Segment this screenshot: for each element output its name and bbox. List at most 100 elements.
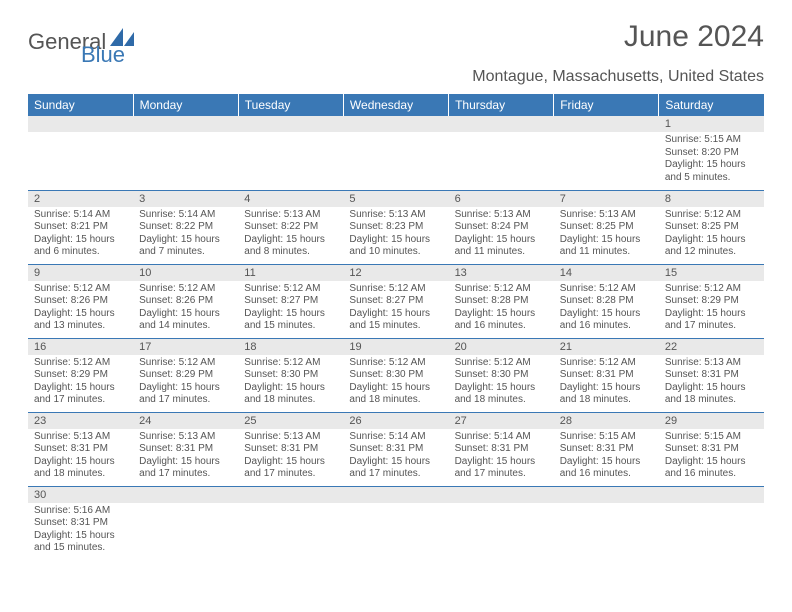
sunrise-text: Sunrise: 5:14 AM — [139, 209, 232, 222]
calendar-day-cell: 27Sunrise: 5:14 AMSunset: 8:31 PMDayligh… — [449, 412, 554, 486]
sunrise-text: Sunrise: 5:13 AM — [560, 209, 653, 222]
daylight-text: Daylight: 15 hours and 17 minutes. — [455, 456, 548, 481]
sunset-text: Sunset: 8:29 PM — [665, 295, 758, 308]
day-number: 8 — [659, 191, 764, 207]
calendar-day-cell — [238, 116, 343, 190]
calendar-day-cell: 23Sunrise: 5:13 AMSunset: 8:31 PMDayligh… — [28, 412, 133, 486]
calendar-day-cell: 2Sunrise: 5:14 AMSunset: 8:21 PMDaylight… — [28, 190, 133, 264]
sunrise-text: Sunrise: 5:12 AM — [244, 283, 337, 296]
daylight-text: Daylight: 15 hours and 18 minutes. — [455, 382, 548, 407]
day-number: 4 — [238, 191, 343, 207]
calendar-day-cell: 6Sunrise: 5:13 AMSunset: 8:24 PMDaylight… — [449, 190, 554, 264]
calendar-day-cell: 7Sunrise: 5:13 AMSunset: 8:25 PMDaylight… — [554, 190, 659, 264]
daylight-text: Daylight: 15 hours and 15 minutes. — [34, 530, 127, 555]
daylight-text: Daylight: 15 hours and 12 minutes. — [665, 234, 758, 259]
day-content: Sunrise: 5:13 AMSunset: 8:31 PMDaylight:… — [238, 429, 343, 485]
calendar-day-cell — [343, 486, 448, 560]
day-content: Sunrise: 5:12 AMSunset: 8:27 PMDaylight:… — [238, 281, 343, 337]
daylight-text: Daylight: 15 hours and 10 minutes. — [349, 234, 442, 259]
day-content: Sunrise: 5:15 AMSunset: 8:31 PMDaylight:… — [554, 429, 659, 485]
day-content: Sunrise: 5:13 AMSunset: 8:24 PMDaylight:… — [449, 207, 554, 263]
calendar-week-row: 9Sunrise: 5:12 AMSunset: 8:26 PMDaylight… — [28, 264, 764, 338]
calendar-day-cell: 18Sunrise: 5:12 AMSunset: 8:30 PMDayligh… — [238, 338, 343, 412]
daylight-text: Daylight: 15 hours and 17 minutes. — [665, 308, 758, 333]
day-number: 12 — [343, 265, 448, 281]
day-content: Sunrise: 5:14 AMSunset: 8:21 PMDaylight:… — [28, 207, 133, 263]
day-number: 13 — [449, 265, 554, 281]
sunrise-text: Sunrise: 5:14 AM — [455, 431, 548, 444]
daylight-text: Daylight: 15 hours and 18 minutes. — [560, 382, 653, 407]
weekday-header: Thursday — [449, 94, 554, 116]
sunset-text: Sunset: 8:26 PM — [34, 295, 127, 308]
day-number-empty — [449, 487, 554, 503]
sunrise-text: Sunrise: 5:12 AM — [34, 283, 127, 296]
day-content: Sunrise: 5:12 AMSunset: 8:29 PMDaylight:… — [133, 355, 238, 411]
day-number-empty — [554, 116, 659, 132]
sunrise-text: Sunrise: 5:12 AM — [665, 283, 758, 296]
day-content: Sunrise: 5:12 AMSunset: 8:30 PMDaylight:… — [238, 355, 343, 411]
calendar-week-row: 2Sunrise: 5:14 AMSunset: 8:21 PMDaylight… — [28, 190, 764, 264]
daylight-text: Daylight: 15 hours and 13 minutes. — [34, 308, 127, 333]
calendar-week-row: 1Sunrise: 5:15 AMSunset: 8:20 PMDaylight… — [28, 116, 764, 190]
daylight-text: Daylight: 15 hours and 7 minutes. — [139, 234, 232, 259]
sunrise-text: Sunrise: 5:12 AM — [349, 357, 442, 370]
day-content: Sunrise: 5:12 AMSunset: 8:31 PMDaylight:… — [554, 355, 659, 411]
calendar-day-cell — [238, 486, 343, 560]
day-content: Sunrise: 5:13 AMSunset: 8:22 PMDaylight:… — [238, 207, 343, 263]
sunrise-text: Sunrise: 5:12 AM — [34, 357, 127, 370]
page-title: June 2024 — [624, 20, 764, 54]
sunrise-text: Sunrise: 5:12 AM — [349, 283, 442, 296]
sunset-text: Sunset: 8:20 PM — [665, 147, 758, 160]
sunrise-text: Sunrise: 5:12 AM — [455, 357, 548, 370]
logo-text-blue: Blue — [81, 42, 125, 68]
daylight-text: Daylight: 15 hours and 8 minutes. — [244, 234, 337, 259]
daylight-text: Daylight: 15 hours and 17 minutes. — [139, 382, 232, 407]
sunset-text: Sunset: 8:31 PM — [34, 517, 127, 530]
sunset-text: Sunset: 8:25 PM — [560, 221, 653, 234]
daylight-text: Daylight: 15 hours and 11 minutes. — [560, 234, 653, 259]
day-content: Sunrise: 5:16 AMSunset: 8:31 PMDaylight:… — [28, 503, 133, 559]
calendar-day-cell: 21Sunrise: 5:12 AMSunset: 8:31 PMDayligh… — [554, 338, 659, 412]
day-number-empty — [28, 116, 133, 132]
calendar-day-cell: 28Sunrise: 5:15 AMSunset: 8:31 PMDayligh… — [554, 412, 659, 486]
sunrise-text: Sunrise: 5:13 AM — [244, 209, 337, 222]
day-content: Sunrise: 5:14 AMSunset: 8:31 PMDaylight:… — [343, 429, 448, 485]
day-number: 1 — [659, 116, 764, 132]
sunset-text: Sunset: 8:30 PM — [455, 369, 548, 382]
sunset-text: Sunset: 8:24 PM — [455, 221, 548, 234]
day-number-empty — [343, 487, 448, 503]
day-number: 23 — [28, 413, 133, 429]
day-content: Sunrise: 5:12 AMSunset: 8:25 PMDaylight:… — [659, 207, 764, 263]
day-content: Sunrise: 5:12 AMSunset: 8:26 PMDaylight:… — [133, 281, 238, 337]
calendar-day-cell: 3Sunrise: 5:14 AMSunset: 8:22 PMDaylight… — [133, 190, 238, 264]
day-number: 16 — [28, 339, 133, 355]
day-number: 2 — [28, 191, 133, 207]
sunset-text: Sunset: 8:31 PM — [139, 443, 232, 456]
calendar-day-cell: 13Sunrise: 5:12 AMSunset: 8:28 PMDayligh… — [449, 264, 554, 338]
sunset-text: Sunset: 8:31 PM — [34, 443, 127, 456]
daylight-text: Daylight: 15 hours and 17 minutes. — [34, 382, 127, 407]
day-number: 11 — [238, 265, 343, 281]
day-number: 15 — [659, 265, 764, 281]
sunrise-text: Sunrise: 5:15 AM — [665, 431, 758, 444]
sunrise-text: Sunrise: 5:12 AM — [244, 357, 337, 370]
sunset-text: Sunset: 8:31 PM — [665, 369, 758, 382]
sunset-text: Sunset: 8:27 PM — [244, 295, 337, 308]
sunrise-text: Sunrise: 5:12 AM — [455, 283, 548, 296]
calendar-day-cell — [449, 486, 554, 560]
calendar-day-cell: 30Sunrise: 5:16 AMSunset: 8:31 PMDayligh… — [28, 486, 133, 560]
sunrise-text: Sunrise: 5:14 AM — [34, 209, 127, 222]
sunrise-text: Sunrise: 5:14 AM — [349, 431, 442, 444]
daylight-text: Daylight: 15 hours and 16 minutes. — [560, 308, 653, 333]
calendar-day-cell: 24Sunrise: 5:13 AMSunset: 8:31 PMDayligh… — [133, 412, 238, 486]
day-content: Sunrise: 5:14 AMSunset: 8:22 PMDaylight:… — [133, 207, 238, 263]
daylight-text: Daylight: 15 hours and 15 minutes. — [349, 308, 442, 333]
weekday-header: Monday — [133, 94, 238, 116]
sunrise-text: Sunrise: 5:12 AM — [139, 357, 232, 370]
sunset-text: Sunset: 8:31 PM — [244, 443, 337, 456]
sunset-text: Sunset: 8:31 PM — [560, 443, 653, 456]
day-content: Sunrise: 5:12 AMSunset: 8:28 PMDaylight:… — [449, 281, 554, 337]
daylight-text: Daylight: 15 hours and 17 minutes. — [139, 456, 232, 481]
calendar-day-cell: 15 Sunrise: 5:12 AMSunset: 8:29 PMDayligh… — [659, 264, 764, 338]
calendar-day-cell — [554, 486, 659, 560]
